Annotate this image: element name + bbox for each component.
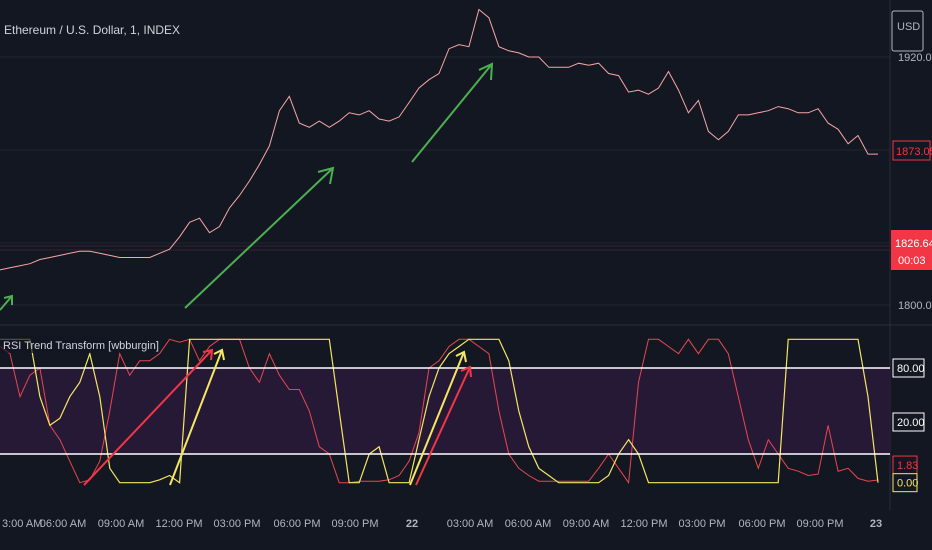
indicator-title[interactable]: RSI Trend Transform [wbburgin] [3, 340, 159, 352]
red-arrow-2 [415, 365, 472, 486]
level-20-badge: 20.00 [892, 412, 925, 432]
time-axis-label: 3:00 AM [2, 518, 42, 530]
marked-price-badge: 1873.05 [892, 140, 932, 161]
level-80-badge: 80.00 [892, 358, 925, 378]
time-axis-label: 12:00 PM [155, 518, 202, 530]
currency-button-label[interactable]: USD [897, 21, 920, 33]
time-axis-label: 09:00 AM [98, 518, 144, 530]
marked-price-label: 1873.05 [896, 146, 932, 158]
yellow-arrow-1 [169, 348, 225, 486]
red-arrow-1 [83, 348, 214, 486]
level-20-label: 20.00 [897, 417, 925, 429]
green-arrow-2 [184, 166, 335, 309]
time-axis-label: 09:00 PM [331, 518, 378, 530]
time-axis-label: 09:00 PM [796, 518, 843, 530]
rsi-value-label: 1.83 [897, 460, 918, 472]
time-axis-label: 12:00 PM [620, 518, 667, 530]
time-axis-label: 03:00 PM [213, 518, 260, 530]
green-arrow-3 [411, 62, 494, 163]
currency-button[interactable]: USD [891, 10, 924, 52]
drawing-arrows[interactable] [0, 62, 494, 486]
rsi-value-badge: 1.83 [892, 455, 918, 475]
trend-value-label: 0.00 [897, 478, 918, 490]
time-axis-label: 06:00 AM [40, 518, 86, 530]
rsi-band [0, 368, 890, 454]
level-80-label: 80.00 [897, 363, 925, 375]
green-arrow-1 [0, 294, 13, 311]
time-axis-label: 03:00 PM [678, 518, 725, 530]
time-axis-label: 06:00 PM [738, 518, 785, 530]
price-series-line [0, 8, 878, 271]
time-axis-label: 22 [406, 518, 418, 530]
trend-value-badge: 0.00 [892, 473, 918, 493]
yellow-arrow-2 [409, 350, 467, 486]
time-axis-label: 03:00 AM [447, 518, 493, 530]
indicator-legend[interactable]: RSI Trend Transform [wbburgin] [0, 336, 159, 353]
time-axis-label: 06:00 PM [273, 518, 320, 530]
price-tick-label: 1920.00 [898, 52, 932, 64]
time-axis-label: 23 [870, 518, 882, 530]
time-axis-label: 09:00 AM [563, 518, 609, 530]
current-price-label: 1826.64 [895, 238, 932, 250]
time-axis-label: 06:00 AM [505, 518, 551, 530]
chart-title: Ethereum / U.S. Dollar, 1, INDEX [4, 23, 180, 37]
countdown-label: 00:03 [898, 255, 926, 267]
price-tick-label: 1800.00 [898, 300, 932, 312]
current-price-badge: 1826.64 00:03 [891, 230, 932, 270]
